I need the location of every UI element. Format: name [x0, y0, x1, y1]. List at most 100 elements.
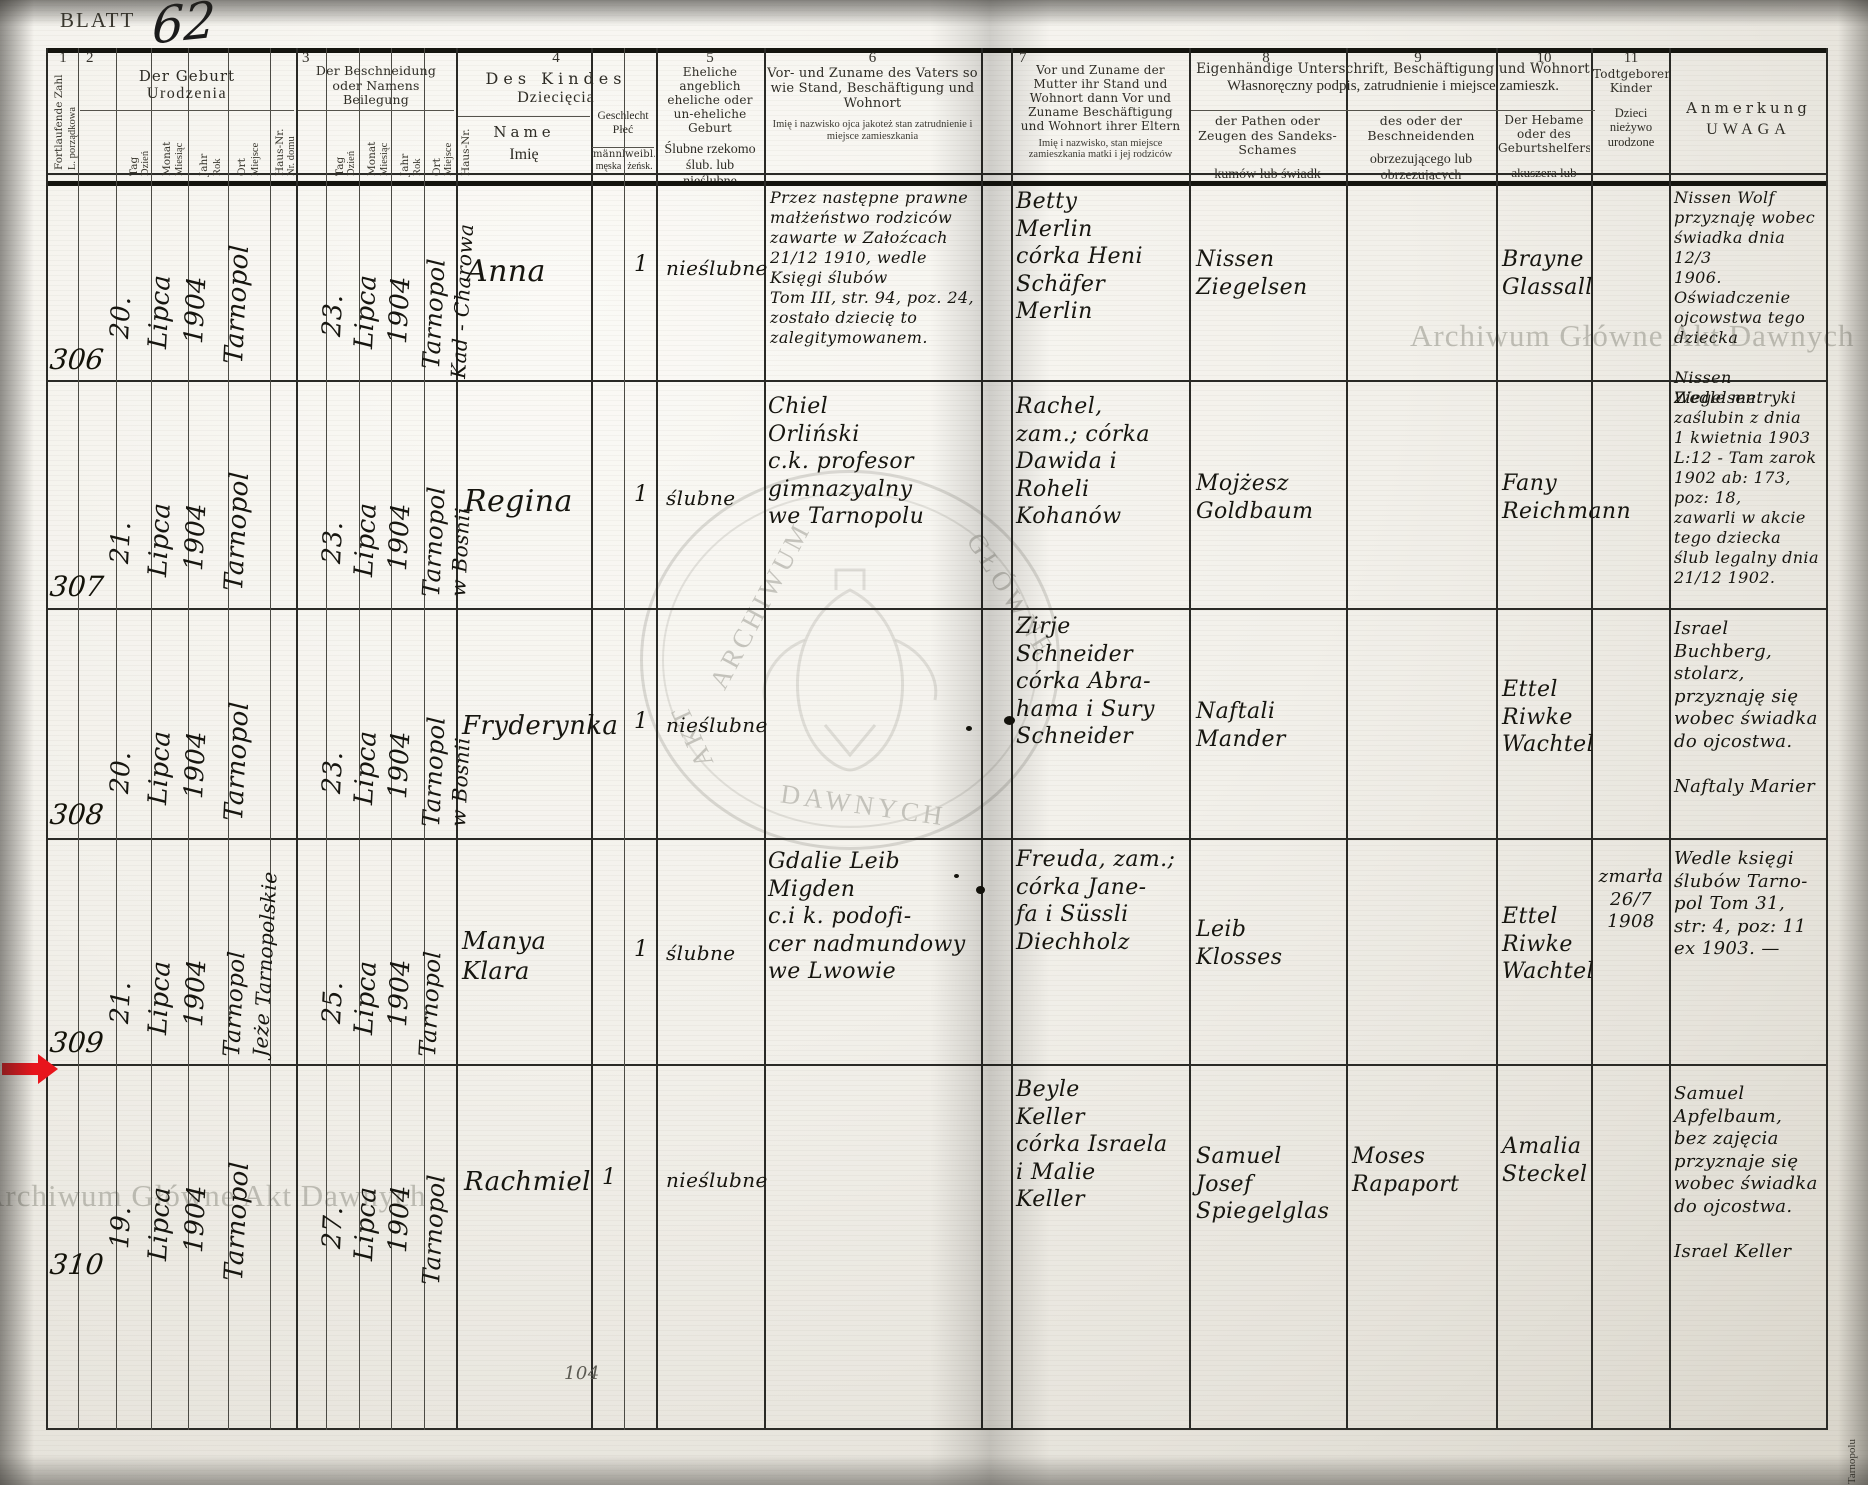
header-col-10-number: 10 [1536, 50, 1552, 66]
header-col-5: 5 Eheliche angeblich eheliche oder un-eh… [658, 48, 762, 181]
witness-signature: Leib Klosses [1196, 917, 1283, 970]
birth-month: Lipca [142, 1185, 177, 1262]
birth-year: 1904 [178, 730, 213, 800]
birth-house: Jeże Tarnopolskie [248, 870, 282, 1058]
father-info: Gdalie Leib Migden c.i k. podofi- cer na… [768, 849, 966, 984]
header-col-5-polish: Ślubne rzekomo ślub. lub nieślubne [664, 141, 756, 181]
pencil-page-mark: 104 [564, 1363, 600, 1384]
circum-day: 23. [316, 293, 350, 338]
sub-birth-day-pl: Dzień [140, 150, 151, 176]
header-col-3-german: Der Beschneidung oder Namens Beilegung [315, 63, 437, 107]
header-col-8-number: 8 [1262, 50, 1270, 66]
witness-signature: Naftali Mander [1196, 699, 1286, 752]
legitimacy: ślubne [666, 941, 736, 965]
circum-day: 23. [316, 520, 350, 565]
remark-note: Samuel Apfelbaum, bez zajęcia przyznaje … [1674, 1083, 1818, 1262]
header-child-name: Name Imię [493, 124, 555, 164]
remark-note: Israel Buchberg, stolarz, przyznaję się … [1674, 618, 1818, 797]
birth-day: 20. [104, 750, 138, 795]
sub-circ-month-de: Monat [366, 141, 378, 176]
child-name: Regina [464, 484, 573, 519]
father-info: Chiel Orliński c.k. profesor gimnazyalny… [768, 394, 925, 529]
header-col-11-polish: Dzieci nieżywo urodzone [1607, 105, 1655, 149]
child-sex-female: 1 [634, 937, 649, 962]
mother-info: Rachel, zam.; córka Dawida i Roheli Koha… [1016, 394, 1150, 529]
birth-place: Tarnopol [218, 700, 256, 822]
mother-info: Betty Merlin córka Heni Schäfer Merlin [1016, 189, 1143, 324]
header-col-7-polish: Imię i nazwisko, stan miejsce zamieszkan… [1028, 137, 1173, 161]
sub-birth-year-pl: Rok [212, 158, 223, 176]
stillborn-note: zmarła 26/7 1908 [1598, 866, 1664, 932]
birth-year: 1904 [178, 502, 213, 572]
sub-circ-day-pl: Dzień [346, 150, 357, 176]
child-name: Rachmiel [464, 1167, 591, 1197]
sub-circ-year-de: Jahr [399, 153, 411, 176]
child-name: Fryderynka [462, 711, 619, 741]
circum-year: 1904 [382, 958, 417, 1028]
circum-year: 1904 [382, 730, 417, 800]
legitimacy: nieślubne [666, 1168, 768, 1192]
birth-place: Tarnopol [218, 950, 251, 1058]
midwife-signature: Amalia Steckel [1502, 1134, 1588, 1187]
sub-birth-place-de: Ort [236, 158, 248, 176]
header-col-6-german: Vor- und Zuname des Vaters so wie Stand,… [767, 66, 978, 112]
header-col-6: 6 Vor- und Zuname des Vaters so wie Stan… [767, 50, 978, 142]
circum-month: Lipca [348, 729, 383, 806]
birth-day: 20. [104, 295, 138, 340]
header-group-german: Eigenhändige Unterschrift, Beschäftigung… [1196, 62, 1590, 77]
header-col-5-german: Eheliche angeblich eheliche oder un-ehel… [667, 65, 753, 135]
scan-edge-bottom [0, 1455, 1868, 1485]
birth-month: Lipca [142, 273, 177, 350]
midwife-signature: Ettel Riwke Wachtel [1502, 677, 1595, 757]
header-col-7-german: Vor und Zuname der Mutter ihr Stand und … [1020, 63, 1181, 133]
header-col-10: Der Hebame oder des Geburtshelfers akusz… [1498, 114, 1590, 180]
header-col-2: 2 Der Geburt Urodzenia [80, 48, 294, 108]
legitimacy: ślubne [666, 486, 736, 510]
remark-note: Wedle metryki zaślubin z dnia 1 kwietnia… [1674, 388, 1819, 587]
header-col-4-german: Des Kindes [485, 69, 627, 88]
circum-month: Lipca [348, 273, 383, 350]
birth-place: Tarnopol [218, 1160, 256, 1282]
header-col-4: 4 Des Kindes Dziecięcia [458, 48, 654, 110]
sub-circ-month-pl: Miesiąc [379, 142, 390, 176]
sub-circ-place-de: Ort [431, 158, 443, 176]
header-col-9-number: 9 [1414, 50, 1422, 66]
header-col-9: des oder der Beschneidenden obrzezująceg… [1367, 114, 1475, 180]
child-name: Anna [466, 254, 546, 289]
ink-blot [976, 886, 985, 894]
child-sex-female: 1 [634, 252, 649, 277]
ink-blot [954, 874, 959, 878]
sub-birth-house-pl: Nr. domu [286, 136, 297, 176]
circum-place: Tarnopol [416, 1173, 451, 1286]
circumciser-signature: Moses Rapaport [1352, 1144, 1460, 1197]
scan-edge-top [0, 0, 1868, 26]
header-remark-german: Anmerkung [1686, 99, 1811, 117]
sub-birth-house-de: Haus-Nr. [274, 128, 286, 176]
midwife-signature: Fany Reichmann [1502, 471, 1632, 524]
header-col-8: der Pathen oder Zeugen des Sandeks-Scham… [1198, 114, 1337, 180]
ink-blot [1004, 716, 1015, 725]
mother-info: Beyle Keller córka Israela i Malie Kelle… [1016, 1077, 1168, 1212]
header-col-4-polish: Dziecięcia [517, 88, 595, 106]
header-group-8-9-10: Eigenhändige Unterschrift, Beschäftigung… [1191, 62, 1595, 108]
header-col-remark: Anmerkung UWAGA [1671, 48, 1826, 181]
father-info: Przez następne prawne małżeństwo rodzicó… [770, 188, 975, 347]
birth-day: 21. [104, 520, 138, 565]
circum-month: Lipca [348, 501, 383, 578]
birth-month: Lipca [142, 501, 177, 578]
circum-month: Lipca [348, 959, 383, 1036]
header-child-sex: Geschlecht Płeć [597, 110, 649, 137]
header-col-2-german: Der Geburt [138, 67, 236, 85]
child-sex-female: 1 [634, 709, 649, 734]
remark-note: Nissen Wolf przyznaję wobec świadka dnia… [1674, 188, 1816, 407]
birth-year: 1904 [178, 275, 213, 345]
birth-day: 21. [104, 980, 138, 1025]
birth-place: Tarnopol [218, 243, 256, 365]
scan-edge-left [0, 0, 34, 1485]
row-seq-number: 307 [48, 570, 106, 603]
sub-birth-month-pl: Miesiąc [174, 142, 185, 176]
mother-info: Zirje Schneider córka Abra- hama i Sury … [1016, 614, 1155, 749]
circum-month: Lipca [348, 1185, 383, 1262]
row-seq-number: 306 [48, 343, 106, 376]
